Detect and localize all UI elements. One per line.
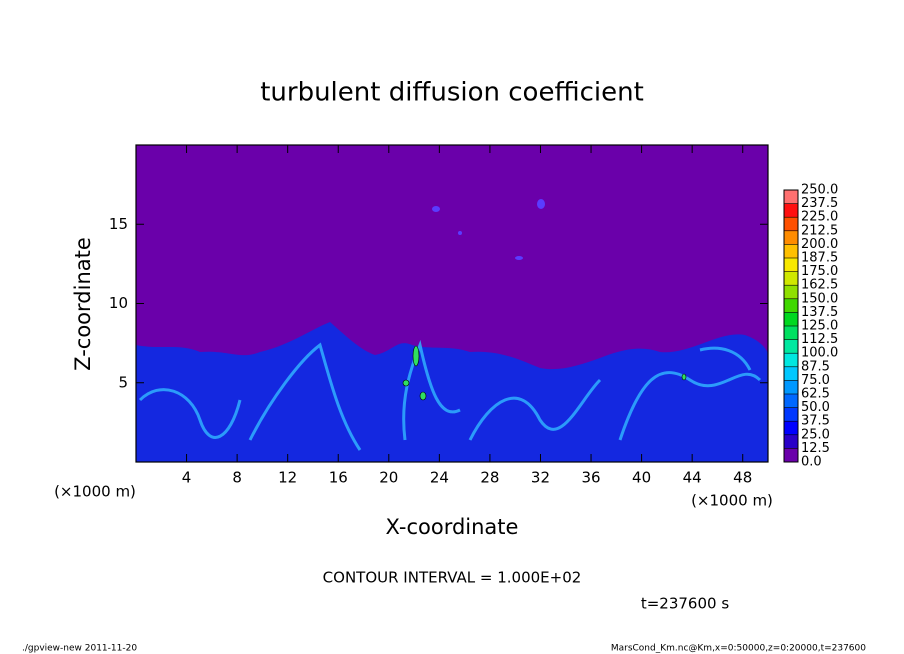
colorbar-label: 125.0 bbox=[801, 319, 838, 334]
colorbar-swatch bbox=[784, 434, 798, 449]
colorbar-label: 37.5 bbox=[801, 414, 830, 429]
y-tick-label: 15 bbox=[109, 215, 128, 233]
colorbar-swatch bbox=[784, 353, 798, 367]
turbulent-region bbox=[136, 322, 768, 462]
colorbar-swatch bbox=[784, 407, 798, 422]
colorbar-label: 12.5 bbox=[801, 441, 830, 456]
footer-left: ./gpview-new 2011-11-20 bbox=[22, 644, 137, 654]
colorbar-swatch bbox=[784, 380, 798, 394]
colorbar-label: 200.0 bbox=[801, 237, 838, 252]
colorbar-swatch bbox=[784, 285, 798, 299]
colorbar-label: 212.5 bbox=[801, 223, 838, 238]
colorbar-swatch bbox=[784, 217, 798, 231]
colorbar-label: 225.0 bbox=[801, 210, 838, 225]
colorbar-swatch bbox=[784, 339, 798, 354]
colorbar-swatch bbox=[784, 230, 798, 245]
colorbar-swatch bbox=[784, 312, 798, 326]
y-unit-label: (×1000 m) bbox=[54, 483, 136, 501]
colorbar-swatch bbox=[784, 326, 798, 340]
colorbar-swatch bbox=[784, 258, 798, 272]
footer-right: MarsCond_Km.nc@Km,x=0:50000,z=0:20000,t=… bbox=[611, 644, 866, 654]
colorbar-label: 250.0 bbox=[801, 183, 838, 198]
colorbar-swatch bbox=[784, 448, 798, 462]
x-axis-label: X-coordinate bbox=[386, 515, 519, 539]
time-label: t=237600 s bbox=[641, 595, 729, 613]
x-tick-label: 20 bbox=[379, 469, 398, 487]
x-tick-label: 28 bbox=[480, 469, 499, 487]
colorbar-label: 62.5 bbox=[801, 387, 830, 402]
y-tick-label: 10 bbox=[109, 294, 128, 312]
x-tick-label: 44 bbox=[683, 469, 702, 487]
x-tick-label: 8 bbox=[232, 469, 242, 487]
swirls bbox=[138, 339, 762, 451]
colorbar-swatch bbox=[784, 298, 798, 313]
high-cells bbox=[402, 345, 687, 401]
x-tick-label: 12 bbox=[278, 469, 297, 487]
colorbar-label: 75.0 bbox=[801, 373, 830, 388]
colorbar-label: 25.0 bbox=[801, 427, 830, 442]
x-tick-label: 40 bbox=[632, 469, 651, 487]
colorbar-swatch bbox=[784, 366, 798, 381]
colorbar-label: 87.5 bbox=[801, 359, 830, 374]
x-tick-label: 24 bbox=[430, 469, 449, 487]
x-tick-label: 36 bbox=[581, 469, 600, 487]
colorbar-label: 112.5 bbox=[801, 332, 838, 347]
contour-interval: CONTOUR INTERVAL = 1.000E+02 bbox=[323, 569, 582, 587]
colorbar-swatch bbox=[784, 394, 798, 408]
blobs bbox=[432, 199, 545, 260]
colorbar-swatch bbox=[784, 421, 798, 435]
x-tick-label: 4 bbox=[182, 469, 192, 487]
colorbar-label: 137.5 bbox=[801, 305, 838, 320]
colorbar-swatch bbox=[784, 244, 798, 258]
x-tick-label: 32 bbox=[531, 469, 550, 487]
colorbar-label: 100.0 bbox=[801, 346, 838, 361]
colorbar-swatch bbox=[784, 271, 798, 286]
colorbar-label: 50.0 bbox=[801, 400, 830, 415]
x-tick-label: 48 bbox=[733, 469, 752, 487]
colorbar-label: 175.0 bbox=[801, 264, 838, 279]
colorbar-label: 187.5 bbox=[801, 251, 838, 266]
chart-title: turbulent diffusion coefficient bbox=[260, 78, 644, 108]
colorbar-label: 150.0 bbox=[801, 291, 838, 306]
y-tick-label: 5 bbox=[118, 373, 128, 391]
colorbar-swatch bbox=[784, 190, 798, 204]
y-axis-label: Z-coordinate bbox=[71, 237, 95, 371]
colorbar-label: 162.5 bbox=[801, 278, 838, 293]
colorbar-swatch bbox=[784, 203, 798, 218]
x-unit-label: (×1000 m) bbox=[691, 492, 773, 510]
colorbar-label: 0.0 bbox=[801, 455, 822, 470]
field bbox=[136, 145, 768, 462]
colorbar-label: 237.5 bbox=[801, 196, 838, 211]
x-tick-label: 16 bbox=[329, 469, 348, 487]
